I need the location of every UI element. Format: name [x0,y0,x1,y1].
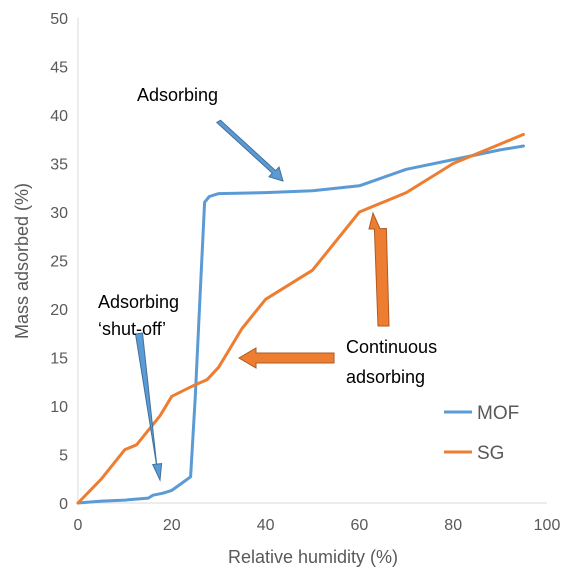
y-axis-title: Mass adsorbed (%) [12,183,32,339]
series-line-mof [76,144,525,505]
y-tick-label: 15 [50,351,68,368]
x-tick-label: 0 [74,517,83,534]
y-tick-label: 50 [50,11,68,28]
legend-label-sg: SG [477,443,504,464]
arrow-adsorbing-icon [215,119,284,182]
y-tick-label: 20 [50,302,68,319]
annotation-adsorbing: Adsorbing [137,85,218,105]
x-axis-title: Relative humidity (%) [228,547,398,567]
x-tick-label: 40 [257,517,275,534]
series-line-sg [76,132,525,505]
series-lines [76,132,525,505]
legend-label-mof: MOF [477,403,519,424]
y-tick-labels: 0 5 10 15 20 25 30 35 40 45 50 [50,11,68,513]
arrow-shutoff-icon [134,332,163,482]
arrow-continuous-horizontal-icon [238,347,335,369]
legend: MOF SG [444,403,519,464]
x-tick-label: 60 [351,517,369,534]
y-tick-label: 40 [50,108,68,125]
axes [77,18,547,504]
y-tick-label: 10 [50,399,68,416]
x-tick-labels: 0 20 40 60 80 100 [74,517,561,534]
y-tick-label: 25 [50,254,68,271]
y-tick-label: 45 [50,60,68,77]
y-tick-label: 0 [59,496,68,513]
annotation-continuous-line2: adsorbing [346,367,425,387]
annotation-continuous-line1: Continuous [346,337,437,357]
x-tick-label: 100 [534,517,561,534]
y-tick-label: 30 [50,205,68,222]
annotation-arrows [134,119,390,482]
x-tick-label: 20 [163,517,181,534]
y-tick-label: 5 [59,448,68,465]
annotation-shutoff-line1: Adsorbing [98,292,179,312]
arrow-continuous-vertical-icon [368,211,390,327]
annotation-shutoff-line2: ‘shut-off’ [98,319,166,339]
x-tick-label: 80 [444,517,462,534]
y-tick-label: 35 [50,157,68,174]
